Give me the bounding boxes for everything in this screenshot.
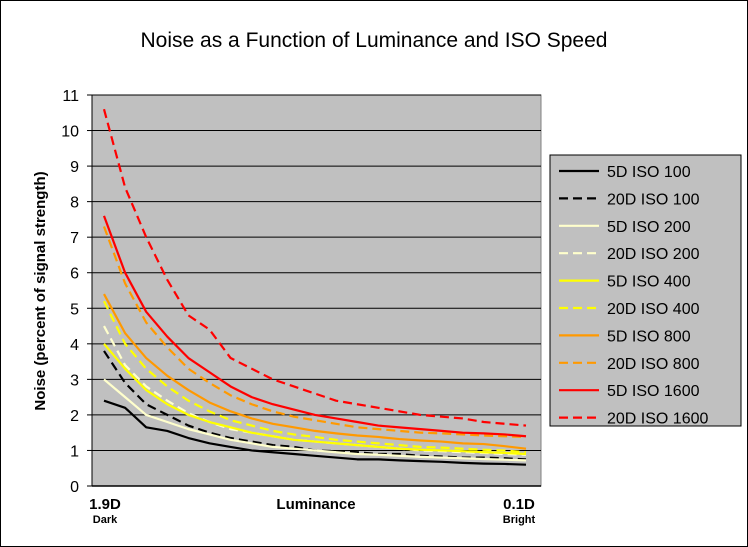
y-tick-label: 1: [70, 443, 79, 460]
y-tick-label: 3: [70, 372, 79, 389]
y-tick-label: 0: [70, 479, 79, 496]
series-line: [103, 300, 527, 454]
chart-title: Noise as a Function of Luminance and ISO…: [141, 29, 608, 52]
legend-label: 5D ISO 1600: [607, 383, 700, 400]
y-tick-label: 8: [70, 195, 79, 212]
plot-area: [91, 94, 542, 487]
y-tick-label: 2: [70, 408, 79, 425]
y-tick-label: 9: [70, 159, 79, 176]
y-tick-label: 7: [70, 230, 79, 247]
series-line: [102, 108, 527, 427]
y-tick-label: 4: [70, 337, 79, 354]
legend-label: 20D ISO 1600: [607, 411, 709, 428]
series-line: [102, 215, 527, 438]
y-tick-label: 6: [70, 266, 79, 283]
y-tick-label: 10: [61, 124, 79, 141]
legend-label: 20D ISO 100: [607, 191, 700, 208]
y-tick-label: 5: [70, 301, 79, 318]
series-line: [102, 226, 527, 439]
series-line: [103, 378, 527, 462]
x-left-sublabel: Dark: [93, 514, 118, 526]
legend-items: 5D ISO 100 20D ISO 100 5D ISO 200 20D ISO 2…: [559, 164, 709, 428]
legend-label: 20D ISO 800: [607, 356, 700, 373]
x-right-sublabel: Bright: [503, 514, 536, 526]
series-line: [103, 293, 527, 450]
legend-label: 20D ISO 200: [607, 246, 700, 263]
legend-label: 5D ISO 200: [607, 219, 691, 236]
gridlines: [87, 94, 541, 487]
x-axis-title: Luminance: [276, 496, 355, 513]
y-axis-title: Noise (percent of signal strength): [32, 171, 49, 410]
legend-label: 5D ISO 800: [607, 328, 691, 345]
legend-label: 5D ISO 400: [607, 274, 691, 291]
x-right-label: 0.1D: [503, 496, 535, 513]
legend-label: 20D ISO 400: [607, 301, 700, 318]
x-left-label: 1.9D: [89, 496, 121, 513]
legend: [549, 154, 742, 427]
legend-label: 5D ISO 100: [607, 164, 691, 181]
y-tick-label: 11: [62, 88, 79, 105]
series-line: [103, 399, 527, 466]
series-lines: [102, 108, 527, 466]
series-line: [103, 343, 527, 456]
y-tick-labels: 0 1 2 3 4 5 6 7 8 9 10 11: [61, 88, 79, 496]
